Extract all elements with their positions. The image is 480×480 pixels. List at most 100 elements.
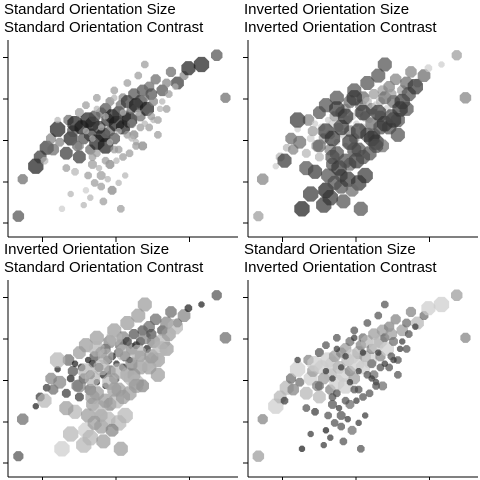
scatter-point: [402, 318, 412, 328]
scatter-point: [165, 66, 177, 77]
scatter-point: [451, 50, 462, 61]
scatter-point: [37, 393, 52, 408]
scatter-point: [314, 348, 324, 358]
scatter-point: [141, 60, 149, 69]
scatter-point: [82, 101, 90, 109]
scatter-point: [145, 88, 158, 100]
scatter-point: [294, 126, 301, 133]
scatter-point: [93, 94, 101, 102]
plot-area: [243, 280, 478, 480]
plot-area: [243, 40, 478, 242]
scatter-point: [389, 337, 398, 346]
scatter-point: [328, 399, 337, 409]
scatter-point: [277, 153, 292, 168]
scatter-point: [59, 401, 74, 416]
scatter-point: [374, 311, 383, 320]
panel-bottom-right: Standard Orientation Size Inverted Orien…: [243, 241, 478, 480]
panel-top-left: Standard Orientation Size Standard Orien…: [3, 1, 238, 242]
scatter-point: [357, 167, 373, 184]
panel-title-line2: Standard Orientation Contrast: [4, 259, 204, 276]
scatter-point: [459, 92, 472, 104]
scatter-point: [104, 176, 111, 183]
scatter-point: [299, 161, 314, 176]
scatter-point: [301, 148, 311, 158]
scatter-point: [350, 326, 359, 335]
scatter-point: [62, 354, 75, 366]
scatter-point: [405, 66, 417, 78]
scatter-point: [97, 182, 105, 191]
scatter-point: [303, 186, 319, 202]
scatter-point: [71, 360, 79, 367]
scatter-point: [345, 183, 359, 197]
scatter-point: [165, 306, 177, 318]
scatter-point: [375, 349, 382, 356]
scatter-point: [390, 314, 401, 325]
scatter-point: [355, 104, 371, 121]
scatter-point: [98, 124, 105, 131]
scatter-point: [320, 441, 327, 449]
scatter-point: [16, 413, 29, 425]
scatter-point: [58, 205, 66, 212]
scatter-point: [13, 451, 24, 462]
scatter-point: [125, 149, 134, 158]
scatter-point: [115, 389, 131, 405]
scatter-point: [324, 130, 341, 147]
scatter-point: [307, 126, 318, 137]
scatter-point: [184, 304, 193, 312]
scatter-point: [302, 114, 315, 126]
scatter-point: [54, 441, 70, 457]
scatter-point: [336, 194, 351, 209]
scatter-point: [17, 174, 28, 185]
scatter-point: [211, 49, 223, 61]
scatter-point: [327, 175, 342, 190]
scatter-point: [172, 83, 179, 90]
panel-title-line1: Inverted Orientation Size: [244, 1, 409, 18]
scatter-point: [99, 197, 108, 206]
scatter-point: [135, 109, 142, 116]
scatter-point: [257, 414, 268, 425]
scatter-point: [433, 296, 450, 313]
scatter-point: [378, 381, 388, 391]
scatter-point: [162, 78, 172, 88]
scatter-point: [253, 211, 264, 222]
scatter-point: [54, 116, 61, 124]
scatter-point: [74, 141, 84, 151]
scatter-point: [327, 434, 334, 441]
scatter-point: [371, 68, 386, 83]
scatter-point: [412, 323, 419, 330]
scatter-point: [147, 112, 156, 121]
scatter-point: [90, 179, 99, 187]
scatter-point: [74, 392, 84, 402]
scatter-point: [333, 119, 349, 136]
scatter-point: [353, 201, 368, 216]
scatter-point: [47, 143, 59, 156]
scatter-point: [311, 408, 319, 416]
scatter-point: [355, 367, 362, 375]
scatter-point: [119, 109, 127, 116]
scatter-point: [289, 112, 306, 128]
scatter-point: [460, 332, 471, 343]
scatter-point: [322, 341, 330, 349]
scatter-point: [339, 437, 348, 446]
scatter-point: [150, 74, 161, 85]
scatter-point: [198, 301, 205, 308]
scatter-point: [74, 108, 84, 118]
scatter-point: [396, 345, 404, 353]
scatter-point: [32, 403, 39, 410]
scatter-point: [96, 171, 106, 180]
scatter-point: [150, 367, 165, 382]
scatter-point: [84, 370, 101, 387]
scatter-point: [95, 164, 103, 172]
scatter-point: [120, 315, 135, 331]
scatter-point: [357, 445, 365, 453]
scatter-point: [101, 156, 110, 165]
scatter-point: [96, 434, 111, 449]
scatter-point: [424, 64, 433, 72]
scatter-point: [115, 127, 122, 135]
plot-area: [3, 280, 238, 480]
scatter-point: [55, 137, 65, 147]
scatter-point: [82, 127, 90, 135]
scatter-point: [149, 313, 162, 326]
scatter-point: [417, 69, 431, 82]
scatter-point: [360, 75, 375, 91]
